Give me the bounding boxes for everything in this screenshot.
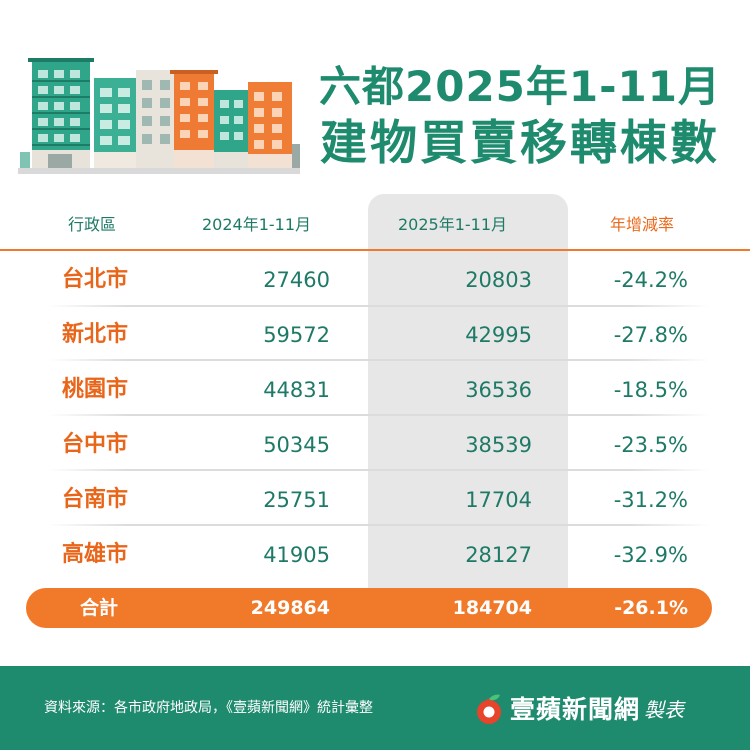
row-city: 台中市 (62, 432, 129, 457)
brand-name: 壹蘋新聞網 (510, 695, 641, 724)
header-2024: 2024年1-11月 (202, 215, 312, 234)
row-divider (48, 414, 710, 416)
header-2025: 2025年1-11月 (398, 215, 508, 234)
total-value-2024: 249864 (250, 597, 330, 619)
table-row (0, 417, 750, 471)
row-rate: -18.5% (613, 378, 688, 402)
total-row (26, 588, 712, 628)
row-value-2024: 27460 (263, 268, 330, 292)
row-rate: -31.2% (613, 488, 688, 512)
row-divider (48, 469, 710, 471)
total-label: 合計 (80, 597, 119, 619)
table-row (0, 307, 750, 361)
table-row (0, 253, 750, 307)
total-rate: -26.1% (614, 597, 688, 619)
header-district: 行政區 (68, 215, 117, 234)
row-city: 新北市 (62, 322, 129, 347)
highlight-column-2025 (368, 194, 568, 614)
table-row (0, 362, 750, 416)
header-divider (0, 249, 750, 251)
row-value-2025: 28127 (465, 543, 532, 567)
row-value-2025: 17704 (465, 488, 532, 512)
row-divider (48, 359, 710, 361)
source-note: 資料來源：各市政府地政局，《壹蘋新聞網》統計彙整 (44, 700, 373, 716)
row-value-2025: 42995 (465, 323, 532, 347)
apple-logo-icon (477, 694, 501, 724)
page-title-line1: 六都2025年1-11月 (319, 62, 721, 111)
brand-credit: 壹蘋新聞網 製表 (474, 688, 684, 728)
row-rate: -32.9% (613, 543, 688, 567)
row-value-2025: 38539 (465, 433, 532, 457)
row-value-2024: 41905 (263, 543, 330, 567)
footer (0, 666, 750, 750)
brand-made-label: 製表 (644, 697, 685, 722)
row-divider (48, 305, 710, 307)
header: 六都2025年1-11月 建物買賣移轉棟數 (0, 0, 750, 178)
page-title-line2: 建物買賣移轉棟數 (320, 116, 720, 171)
row-city: 高雄市 (62, 542, 129, 567)
row-value-2024: 44831 (263, 378, 330, 402)
apartment-buildings-illustration (18, 58, 300, 174)
row-city: 台北市 (62, 267, 129, 292)
row-rate: -24.2% (613, 268, 688, 292)
row-city: 台南市 (62, 487, 129, 512)
total-value-2025: 184704 (452, 597, 532, 619)
row-divider (48, 524, 710, 526)
table-row (0, 472, 750, 526)
row-value-2024: 59572 (263, 323, 330, 347)
row-value-2024: 25751 (263, 488, 330, 512)
row-value-2025: 20803 (465, 268, 532, 292)
row-city: 桃園市 (62, 377, 129, 402)
row-value-2025: 36536 (465, 378, 532, 402)
row-value-2024: 50345 (263, 433, 330, 457)
header-rate: 年增減率 (610, 215, 675, 234)
row-rate: -23.5% (613, 433, 688, 457)
row-rate: -27.8% (613, 323, 688, 347)
